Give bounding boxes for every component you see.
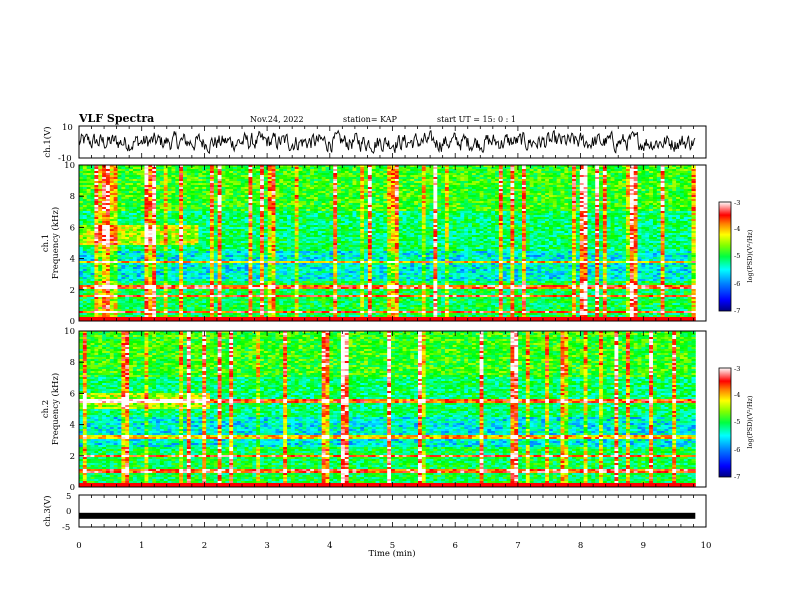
spec2-ytick-label: 8 bbox=[70, 358, 75, 368]
ch3-ytick-m5: -5 bbox=[62, 523, 70, 533]
x-tick-label: 7 bbox=[515, 541, 520, 551]
x-tick-label: 1 bbox=[139, 541, 144, 551]
spec2-ytick-label: 4 bbox=[70, 421, 75, 431]
ch1-cb-tick-m6: -6 bbox=[734, 280, 740, 288]
ch2-cb-tick-m5: -5 bbox=[734, 418, 740, 426]
ch1-ytick-top: 10 bbox=[62, 123, 73, 133]
ch2-cb-tick-m6: -6 bbox=[734, 446, 740, 454]
ch1-cb-tick-m5: -5 bbox=[734, 252, 740, 260]
ch1-colorbar: -3 -4 -5 -6 -7 log(PSD)(V²/Hz) bbox=[719, 199, 754, 315]
spec1-ytick-label: 2 bbox=[70, 286, 75, 296]
x-tick-label: 6 bbox=[452, 541, 457, 551]
spec1-ytick-label: 10 bbox=[64, 161, 75, 171]
ch3-ytick-5: 5 bbox=[66, 492, 71, 502]
ch1-spectrogram-ylabel-line1: ch.1 bbox=[41, 234, 51, 252]
spec1-ytick-label: 4 bbox=[70, 255, 75, 265]
x-tick-label: 3 bbox=[264, 541, 269, 551]
ch1-colorbar-gradient bbox=[719, 202, 731, 311]
spec1-ytick-label: 0 bbox=[70, 317, 75, 327]
ch2-spectrogram-ylabel-line1: ch.2 bbox=[41, 400, 51, 418]
x-tick-label: 4 bbox=[327, 541, 332, 551]
ch2-cb-tick-m3: -3 bbox=[734, 365, 740, 373]
ch2-cb-tick-m4: -4 bbox=[734, 391, 740, 399]
ch3-waveform-ylabel: ch.3(V) bbox=[42, 495, 53, 526]
ch2-colorbar-gradient bbox=[719, 368, 731, 477]
x-tick-label: 2 bbox=[202, 541, 207, 551]
spec2-ytick-label: 10 bbox=[64, 327, 75, 337]
ch1-spectrogram-panel: 0 2 4 6 8 10 ch.1 Frequency (kHz) bbox=[41, 161, 706, 327]
ch2-spectrogram-ylabel-line2: Frequency (kHz) bbox=[50, 373, 61, 445]
date-label: Nov.24, 2022 bbox=[250, 115, 304, 124]
start-ut-label: start UT = 15: 0 : 1 bbox=[437, 115, 516, 124]
ch3-waveform-trace bbox=[79, 513, 695, 519]
ch1-colorbar-label: log(PSD)(V²/Hz) bbox=[746, 229, 754, 282]
x-tick-label: 9 bbox=[641, 541, 646, 551]
spec2-ytick-label: 2 bbox=[70, 452, 75, 462]
spec1-ytick-label: 8 bbox=[70, 192, 75, 202]
ch1-waveform-ylabel: ch.1(V) bbox=[42, 126, 53, 157]
x-axis-label: Time (min) bbox=[368, 548, 415, 559]
ch1-spectrogram-ylabel-line2: Frequency (kHz) bbox=[50, 207, 61, 279]
ch2-colorbar-label: log(PSD)(V²/Hz) bbox=[746, 395, 754, 448]
ch2-cb-tick-m7: -7 bbox=[734, 473, 740, 481]
ch1-cb-tick-m7: -7 bbox=[734, 307, 740, 315]
station-label: station= KAP bbox=[343, 115, 398, 124]
figure-title: VLF Spectra bbox=[78, 112, 154, 125]
x-tick-label: 0 bbox=[76, 541, 81, 551]
vlf-figure: VLF Spectra Nov.24, 2022 station= KAP st… bbox=[0, 0, 792, 612]
spec2-ytick-label: 6 bbox=[70, 389, 75, 399]
x-tick-label: 10 bbox=[701, 541, 712, 551]
ch1-spectrogram-image bbox=[79, 165, 696, 321]
ch3-ytick-0: 0 bbox=[66, 507, 71, 517]
spec1-ytick-label: 6 bbox=[70, 223, 75, 233]
ch2-spectrogram-image bbox=[79, 331, 696, 487]
x-tick-label: 8 bbox=[578, 541, 583, 551]
ch2-colorbar: -3 -4 -5 -6 -7 log(PSD)(V²/Hz) bbox=[719, 365, 754, 481]
ch1-cb-tick-m3: -3 bbox=[734, 199, 740, 207]
ch1-cb-tick-m4: -4 bbox=[734, 225, 740, 233]
